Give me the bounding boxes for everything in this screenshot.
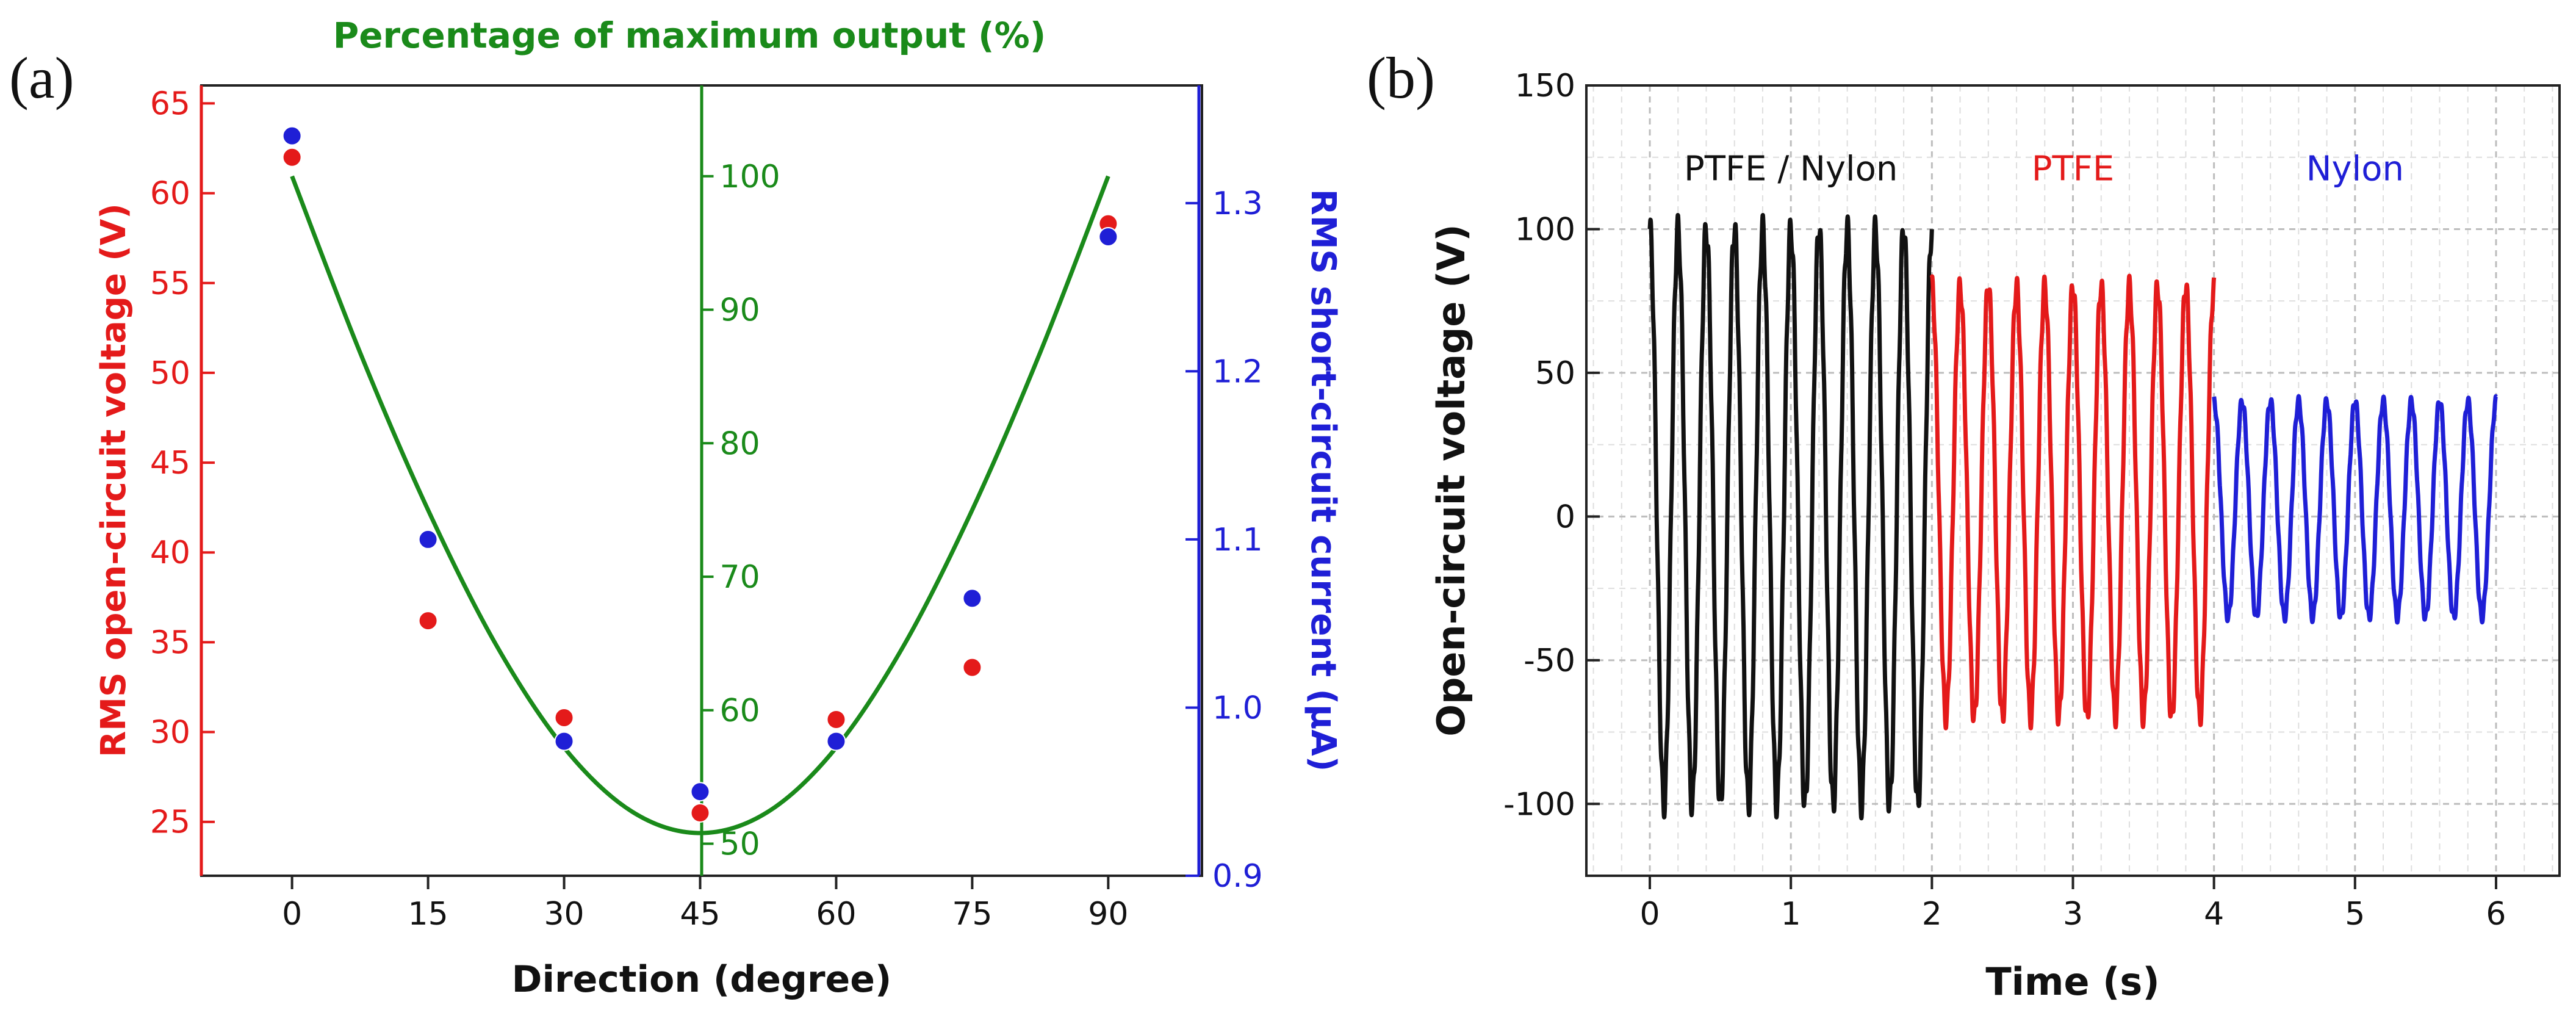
- panel-b-label: (b): [1367, 45, 1435, 110]
- chart-b-annotation: Nylon: [2306, 149, 2404, 189]
- chart-a-x-tick-label: 90: [1088, 896, 1128, 933]
- chart-a-y-left-tick-label: 65: [150, 85, 190, 122]
- chart-b-x-axis-label: Time (s): [1985, 959, 2159, 1004]
- chart-a-y-mid-tick-label: 70: [720, 559, 760, 596]
- chart-a-current-point: [554, 731, 574, 751]
- chart-b-x-tick-label: 6: [2486, 896, 2506, 933]
- chart-a-y-mid-tick-label: 90: [720, 292, 760, 329]
- chart-a-y-right-tick-label: 1.2: [1212, 353, 1263, 390]
- chart-b-x-tick-label: 4: [2204, 896, 2224, 933]
- chart-a-y-mid-tick-label: 80: [720, 425, 760, 462]
- chart-a-x-axis-label: Direction (degree): [512, 958, 892, 1001]
- chart-b-x-tick-label: 3: [2063, 896, 2083, 933]
- chart-a-y-right-tick-label: 1.1: [1212, 522, 1263, 558]
- chart-a-title: Percentage of maximum output (%): [333, 15, 1046, 56]
- chart-a-y-left-tick-label: 30: [150, 715, 190, 751]
- chart-a-x-tick-label: 30: [544, 896, 584, 933]
- chart-a-current-point: [690, 782, 710, 802]
- chart-b-series-line: [2212, 394, 2499, 625]
- panel-a: (a) Percentage of maximum output (%) 0 15…: [9, 15, 1343, 1001]
- chart-a-voltage-point: [962, 657, 982, 677]
- chart-a-current-point: [826, 731, 846, 751]
- chart-a-voltage-point: [418, 611, 438, 631]
- chart-a-y-left-tick-label: 35: [150, 624, 190, 661]
- chart-b-x-tick-label: 5: [2345, 896, 2365, 933]
- chart-a-voltage-point: [554, 708, 574, 727]
- chart-a-y-left-ticks: 25 30 35 40 45 50 55 60 65: [150, 85, 215, 841]
- chart-b-x-tick-label: 0: [1639, 896, 1660, 933]
- panel-a-label: (a): [9, 45, 74, 110]
- chart-a-y-left-tick-label: 50: [150, 355, 190, 392]
- chart-b-annotation: PTFE / Nylon: [1684, 149, 1898, 189]
- chart-a-x-tick-label: 75: [952, 896, 992, 933]
- chart-a-x-tick-label: 45: [680, 896, 720, 933]
- chart-b-y-tick-label: -100: [1503, 786, 1575, 823]
- chart-a-y-mid-tick-label: 60: [720, 693, 760, 729]
- chart-b-y-axis-label: Open-circuit voltage (V): [1429, 224, 1473, 736]
- chart-b-x-ticks: 0 1 2 3 4 5 6: [1639, 876, 2506, 933]
- chart-a-x-tick-label: 60: [816, 896, 856, 933]
- chart-a-current-point: [282, 126, 302, 146]
- chart-b-series-line: [1929, 273, 2217, 731]
- chart-a-current-point: [1098, 226, 1118, 247]
- chart-a-y-left-tick-label: 40: [150, 535, 190, 571]
- chart-a-y-mid-ticks: 50 60 70 80 90 100: [700, 159, 780, 863]
- chart-b-series: [1647, 212, 2499, 821]
- chart-a-y-mid-tick-label: 100: [720, 159, 780, 195]
- chart-b-plot-background: [1586, 85, 2560, 876]
- chart-a-y-left-axis-label: RMS open-circuit voltage (V): [94, 203, 134, 757]
- chart-a-y-left-tick-label: 55: [150, 265, 190, 302]
- chart-b-series-line: [1647, 212, 1934, 821]
- chart-a-x-ticks: 0 15 30 45 60 75 90: [282, 876, 1128, 933]
- chart-a-y-right-tick-label: 1.0: [1212, 690, 1263, 726]
- chart-b-annotations: PTFE / Nylon PTFE Nylon: [1684, 149, 2404, 189]
- chart-b-annotation: PTFE: [2032, 149, 2115, 189]
- chart-b-y-ticks: -100 -50 0 50 100 150: [1503, 68, 1600, 823]
- chart-a-voltage-point: [282, 147, 302, 167]
- chart-b-y-tick-label: 150: [1515, 68, 1575, 104]
- chart-a-y-right-axis-label: RMS short-circuit current (μA): [1303, 189, 1343, 772]
- chart-b-y-tick-label: 100: [1515, 211, 1575, 248]
- panel-b: (b) 0 1 2 3 4 5 6 -100 -50 0 50 100 150 PTFE / Nylo…: [1367, 45, 2561, 1004]
- chart-a-x-tick-label: 0: [282, 896, 302, 933]
- chart-a-x-tick-label: 15: [408, 896, 448, 933]
- chart-b-y-tick-label: -50: [1524, 643, 1575, 679]
- chart-a-current-point: [418, 529, 438, 549]
- chart-b-y-tick-label: 0: [1555, 499, 1575, 535]
- chart-a-y-mid-tick-label: 50: [720, 826, 760, 863]
- chart-a-y-right-tick-label: 1.3: [1212, 186, 1263, 222]
- chart-b-y-tick-label: 50: [1535, 355, 1575, 392]
- chart-b-x-tick-label: 2: [1922, 896, 1942, 933]
- chart-a-y-left-tick-label: 25: [150, 804, 190, 841]
- chart-a-voltage-point: [690, 803, 710, 823]
- chart-b-x-tick-label: 1: [1781, 896, 1801, 933]
- chart-a-y-left-tick-label: 60: [150, 176, 190, 212]
- chart-a-y-left-tick-label: 45: [150, 445, 190, 482]
- chart-a-current-point: [962, 588, 982, 608]
- chart-a-series: [282, 126, 1118, 835]
- chart-a-y-right-ticks: 0.9 1.0 1.1 1.2 1.3: [1185, 186, 1263, 895]
- chart-a-voltage-point: [826, 709, 846, 729]
- chart-a-fit-curve: [290, 175, 1110, 835]
- chart-a-y-right-tick-label: 0.9: [1212, 858, 1263, 895]
